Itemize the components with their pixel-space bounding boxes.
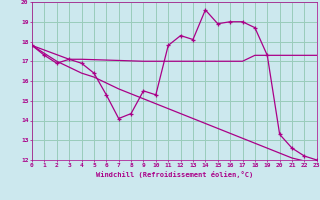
X-axis label: Windchill (Refroidissement éolien,°C): Windchill (Refroidissement éolien,°C): [96, 171, 253, 178]
